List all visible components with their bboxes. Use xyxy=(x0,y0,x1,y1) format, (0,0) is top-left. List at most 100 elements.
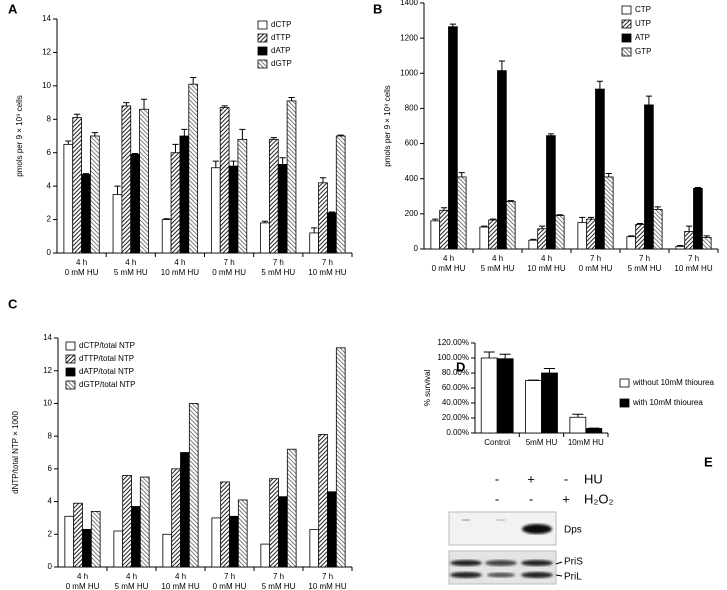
y-tick-label: 8 xyxy=(47,114,52,123)
bar xyxy=(112,194,123,254)
x-tick-label: Control xyxy=(484,438,510,447)
x-tick-label: 4 h xyxy=(492,254,503,263)
x-tick-label: 4 h xyxy=(77,572,88,581)
x-tick-label: 7 h xyxy=(322,572,333,581)
bar xyxy=(139,476,150,568)
bar xyxy=(63,143,74,254)
y-tick-label: 10 xyxy=(42,81,51,90)
panel-letter: E xyxy=(704,454,713,469)
y-tick-label: 1200 xyxy=(400,33,418,42)
x-tick-label: 5mM HU xyxy=(526,438,558,447)
x-tick-label: 0 mM HU xyxy=(213,582,247,590)
bar xyxy=(268,138,279,254)
y-tick-label: 0 xyxy=(414,244,419,253)
error-bar xyxy=(91,132,98,136)
legend-swatch xyxy=(621,5,632,15)
x-tick-label: 10 mM HU xyxy=(308,582,346,590)
bar xyxy=(211,517,222,568)
legend-swatch xyxy=(257,59,268,69)
legend-label: dTTP/total NTP xyxy=(79,354,134,363)
legend-swatch xyxy=(65,367,76,377)
bar xyxy=(480,357,498,434)
x-tick-label: 10 mM HU xyxy=(527,264,565,273)
error-bar xyxy=(543,368,556,373)
bar xyxy=(541,372,558,434)
error-bar xyxy=(288,97,295,101)
bar xyxy=(528,239,539,250)
y-tick-label: 6 xyxy=(47,148,52,157)
y-tick-label: 14 xyxy=(42,14,51,23)
x-tick-label: 4 h xyxy=(126,572,137,581)
bar xyxy=(90,135,100,254)
error-bar xyxy=(490,218,497,221)
bar xyxy=(448,26,458,250)
y-tick-label: 14 xyxy=(43,333,52,342)
panel-letter: A xyxy=(8,1,18,16)
y-tick-label: 800 xyxy=(405,104,419,113)
legend-swatch xyxy=(619,398,630,408)
error-bar xyxy=(539,225,546,229)
x-tick-label: 7 h xyxy=(224,572,235,581)
bar xyxy=(179,135,190,254)
x-tick-label: 0 mM HU xyxy=(66,582,100,590)
bar xyxy=(237,499,248,568)
treatment-name: H₂O₂ xyxy=(584,491,614,506)
bar xyxy=(479,226,490,250)
bar xyxy=(73,502,83,568)
error-bar xyxy=(498,60,505,71)
bar xyxy=(81,174,91,254)
bar xyxy=(171,468,181,568)
bar xyxy=(327,212,337,254)
bar xyxy=(210,167,221,254)
error-bar xyxy=(432,218,439,221)
y-axis-label: pmols per 9 × 10⁹ cells xyxy=(15,95,24,176)
bar xyxy=(122,474,132,568)
error-bar xyxy=(596,80,603,90)
x-tick-label: 7 h xyxy=(639,254,650,263)
bar xyxy=(229,515,239,568)
bar xyxy=(318,182,328,254)
y-tick-label: 2 xyxy=(47,215,52,224)
error-bar xyxy=(319,177,327,183)
treatment-sign: - xyxy=(495,471,499,486)
treatment-sign: - xyxy=(529,491,533,506)
bar xyxy=(644,104,654,250)
error-bar xyxy=(190,77,197,85)
x-tick-label: 7 h xyxy=(224,258,235,267)
bar xyxy=(537,228,547,250)
x-tick-label: 7 h xyxy=(273,572,284,581)
y-tick-label: 0 xyxy=(47,248,52,257)
error-bar xyxy=(579,216,586,223)
x-tick-label: 10mM HU xyxy=(568,438,604,447)
legend-label: dCTP/total NTP xyxy=(79,341,135,350)
bar xyxy=(113,530,124,568)
error-bar xyxy=(441,207,448,211)
bar xyxy=(286,448,297,568)
bar xyxy=(219,107,230,254)
error-bar xyxy=(172,143,179,153)
bar xyxy=(309,528,320,568)
error-bar xyxy=(311,227,318,233)
bar xyxy=(488,219,498,250)
treatment-name: HU xyxy=(584,471,603,486)
x-tick-label: 7 h xyxy=(273,258,284,267)
bar xyxy=(188,403,199,568)
x-tick-label: 0 mM HU xyxy=(65,268,99,277)
error-bar xyxy=(449,23,456,27)
bar xyxy=(309,232,319,254)
error-bar xyxy=(483,351,495,358)
x-tick-label: 0 mM HU xyxy=(432,264,466,273)
error-bar xyxy=(337,134,344,136)
error-bar xyxy=(507,200,514,202)
y-axis-label: % survival xyxy=(423,370,432,407)
error-bar xyxy=(481,225,488,228)
panel-letter: D xyxy=(456,359,465,374)
error-bar xyxy=(328,211,335,213)
bar xyxy=(260,543,271,568)
error-bar xyxy=(181,128,188,136)
legend-label: with 10mM thiourea xyxy=(632,398,703,407)
y-axis-label: pmols per 9 × 10⁹ cells xyxy=(383,85,392,166)
bar xyxy=(525,380,542,434)
bar xyxy=(626,236,637,250)
legend-swatch xyxy=(621,47,632,57)
